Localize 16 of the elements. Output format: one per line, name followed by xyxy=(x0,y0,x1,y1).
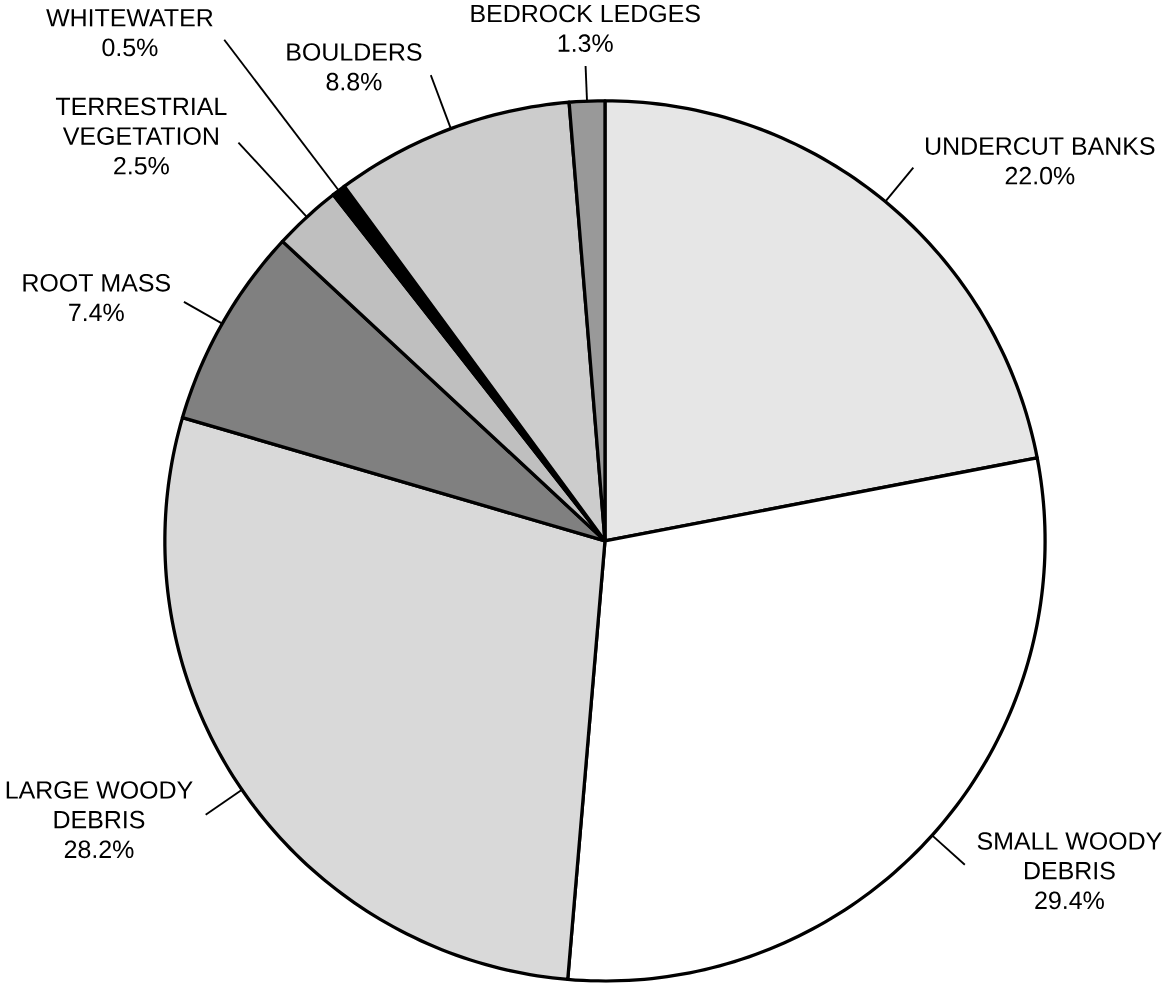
data-label: 2.5% xyxy=(114,157,169,175)
data-label: 29.4% xyxy=(1035,891,1104,910)
slice-label: UNDERCUT BANKS xyxy=(926,137,1155,156)
slice-label: ROOT MASS xyxy=(23,274,170,292)
data-label: 0.5% xyxy=(102,38,158,57)
data-label: 7.4% xyxy=(69,303,124,322)
data-label: 28.2% xyxy=(64,840,134,859)
data-label: 22.0% xyxy=(1005,167,1075,185)
slice-label: LARGE WOODY DEBRIS xyxy=(6,781,193,829)
slice-label: TERRESTRIAL VEGETATION xyxy=(55,97,227,146)
slice-label: BEDROCK LEDGES xyxy=(471,4,700,23)
slice-label: WHITEWATER xyxy=(46,9,213,27)
data-label: 8.8% xyxy=(326,72,382,91)
slice-label: BOULDERS xyxy=(287,43,422,61)
slice-label: SMALL WOODY DEBRIS xyxy=(977,832,1162,880)
data-label: 1.3% xyxy=(558,34,613,53)
